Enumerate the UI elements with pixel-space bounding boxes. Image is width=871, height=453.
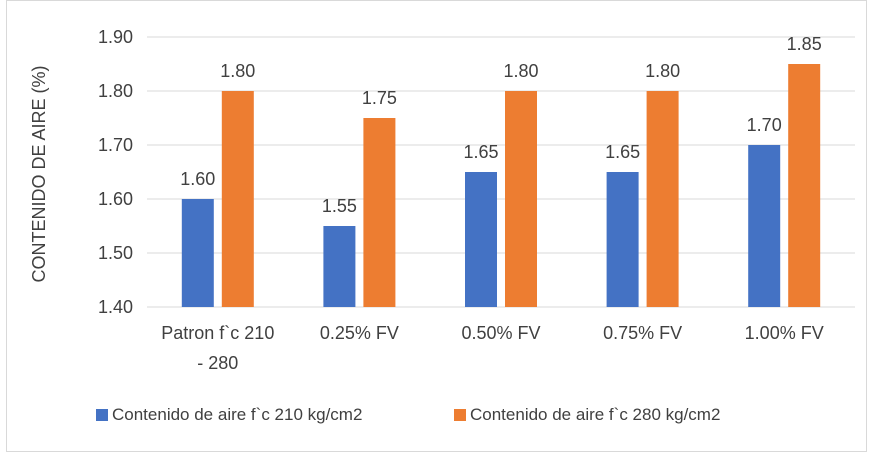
data-label: 1.80: [645, 61, 680, 81]
x-tick-label: 0.50% FV: [461, 323, 540, 343]
data-label: 1.80: [503, 61, 538, 81]
x-tick-label: 1.00% FV: [745, 323, 824, 343]
bar: [221, 91, 254, 307]
x-tick-label: - 280: [197, 353, 238, 373]
bar: [748, 145, 781, 307]
data-label: 1.70: [747, 115, 782, 135]
x-tick-label: Patron f`c 210: [161, 323, 274, 343]
chart-area: [6, 0, 867, 452]
data-label: 1.60: [180, 169, 215, 189]
data-label: 1.65: [463, 142, 498, 162]
data-label: 1.55: [322, 196, 357, 216]
x-tick-label: 0.75% FV: [603, 323, 682, 343]
y-axis-title: CONTENIDO DE AIRE (%): [29, 65, 49, 282]
legend-label: Contenido de aire f`c 280 kg/cm2: [470, 405, 720, 424]
bar: [646, 91, 679, 307]
y-tick-label: 1.70: [98, 135, 133, 155]
data-label: 1.65: [605, 142, 640, 162]
y-tick-label: 1.90: [98, 27, 133, 47]
bar: [181, 199, 214, 307]
y-tick-label: 1.50: [98, 243, 133, 263]
legend-swatch: [96, 409, 108, 421]
bar: [465, 172, 497, 307]
data-label: 1.85: [787, 34, 822, 54]
legend-label: Contenido de aire f`c 210 kg/cm2: [112, 405, 362, 424]
legend-swatch: [454, 409, 466, 421]
bar: [606, 172, 639, 307]
bar: [363, 118, 396, 307]
data-label: 1.80: [220, 61, 255, 81]
x-tick-label: 0.25% FV: [320, 323, 399, 343]
bar: [505, 91, 537, 307]
y-tick-label: 1.80: [98, 81, 133, 101]
bar: [323, 226, 356, 307]
y-tick-label: 1.40: [98, 297, 133, 317]
bar: [788, 64, 821, 307]
y-tick-label: 1.60: [98, 189, 133, 209]
data-label: 1.75: [362, 88, 397, 108]
